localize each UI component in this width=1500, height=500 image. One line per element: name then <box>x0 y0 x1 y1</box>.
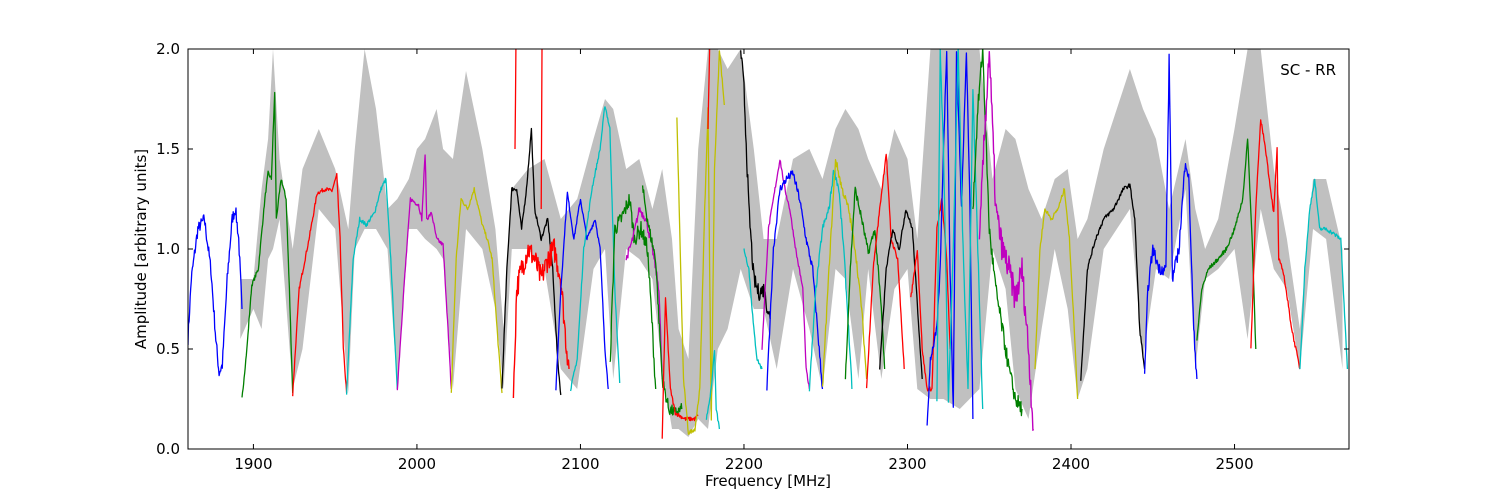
series-line-26 <box>865 153 905 389</box>
series-line-35 <box>1143 53 1198 380</box>
series-line-23 <box>808 169 853 392</box>
series-line-3 <box>345 177 398 395</box>
y-tick-label: 0.5 <box>156 340 180 358</box>
series-line-32 <box>978 51 1035 431</box>
series-line-33 <box>1034 188 1079 400</box>
x-tick-label: 2100 <box>561 455 599 473</box>
series-line-12 <box>609 194 657 390</box>
series-line-4 <box>396 154 452 391</box>
series-line-29 <box>926 50 974 426</box>
series-line-0 <box>188 207 243 377</box>
series-line-37 <box>1250 119 1301 370</box>
x-tick-label: 2000 <box>398 455 436 473</box>
series-line-31 <box>972 49 1023 417</box>
series-line-18 <box>705 350 721 430</box>
series-line-1 <box>241 91 294 398</box>
series-line-5 <box>450 186 503 394</box>
series-line-38 <box>1299 178 1349 370</box>
series-line-24 <box>821 158 868 387</box>
y-tick-label: 1.0 <box>156 240 180 258</box>
y-tick-label: 0.0 <box>156 440 180 458</box>
series-line-9 <box>540 49 543 210</box>
series-annotation: SC - RR <box>1280 61 1336 79</box>
series-line-22 <box>766 170 824 391</box>
x-tick-label: 2400 <box>1052 455 1090 473</box>
series-line-11 <box>569 106 621 392</box>
series-line-21 <box>761 159 811 390</box>
x-tick-label: 2200 <box>725 455 763 473</box>
series-line-15 <box>661 297 699 439</box>
x-tick-label: 1900 <box>234 455 272 473</box>
series-line-8 <box>514 49 517 150</box>
series-line-36 <box>1196 138 1257 350</box>
series-line-28 <box>910 198 951 392</box>
series-line-25 <box>844 186 886 380</box>
x-axis-label: Frequency [MHz] <box>705 472 831 490</box>
x-tick-label: 2500 <box>1215 455 1253 473</box>
envelope-band <box>240 49 1343 437</box>
plot-area <box>188 49 1349 439</box>
series-line-2 <box>292 172 348 397</box>
axes: 1900 2000 2100 2200 2300 2400 2500 0.0 0.5 1.0 1.5… <box>156 40 1350 473</box>
series-line-14 <box>641 185 683 416</box>
series-line-10 <box>555 191 609 391</box>
x-tick-label: 2300 <box>888 455 926 473</box>
series-line-16 <box>676 50 725 435</box>
y-tick-label: 2.0 <box>156 40 180 58</box>
y-tick-label: 1.5 <box>156 140 180 158</box>
series-line-34 <box>1080 183 1146 381</box>
series-line-7 <box>512 238 570 399</box>
series-line-17 <box>707 49 711 130</box>
y-axis-label: Amplitude [arbitrary units] <box>132 149 150 349</box>
series-line-20 <box>743 248 763 370</box>
